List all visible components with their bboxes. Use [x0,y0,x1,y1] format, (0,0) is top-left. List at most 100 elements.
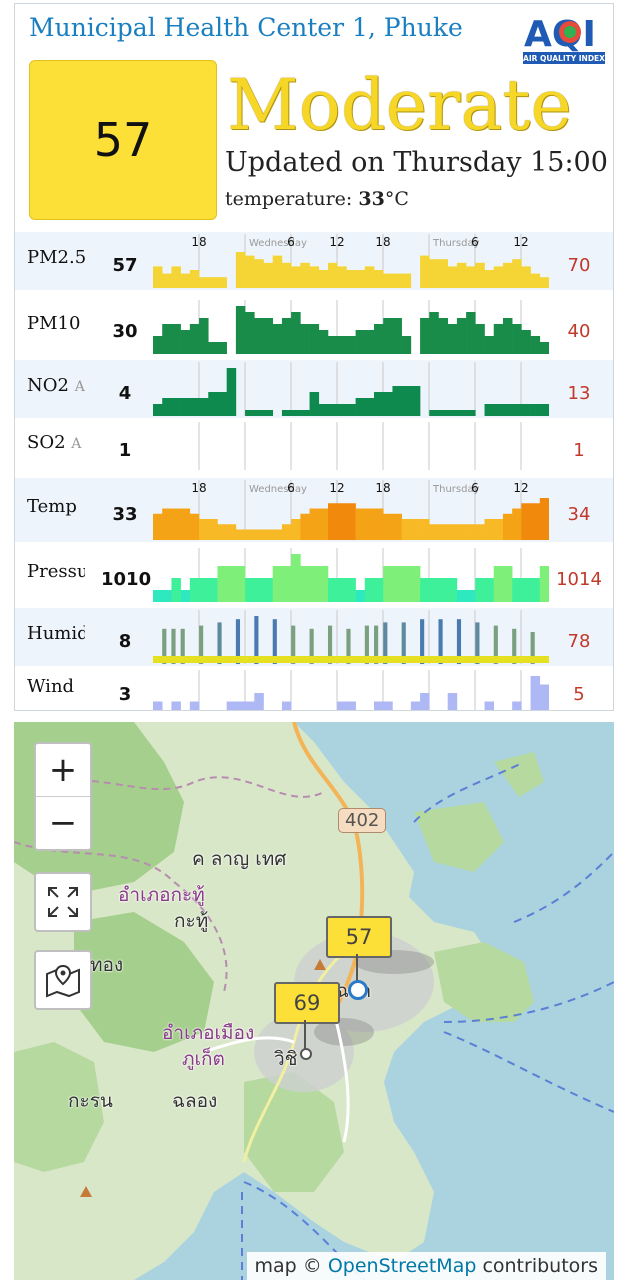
sparkline-bar [309,392,320,416]
sparkline-bar [502,262,513,288]
sparkline-bar [263,529,274,540]
sparkline-chart[interactable] [153,548,549,602]
sparkline-bar [199,277,209,288]
locate-map-button[interactable] [34,950,92,1010]
sparkline-bar [309,628,314,664]
map-tiles[interactable] [14,722,614,1280]
zoom-out-button[interactable]: − [48,803,78,843]
sparkline-bar [374,701,384,710]
sparkline-bar [171,628,176,664]
sparkline-bar [401,622,406,664]
station-marker-69[interactable]: 69 [274,982,340,1024]
map[interactable]: + − ค ลาญ เทศ อำเภอกะทู้ กะทู้ ทอง อำเภอ… [14,722,614,1280]
sparkline-bar [309,324,320,354]
sparkline-bar [438,259,448,288]
sparkline-bar [291,554,301,602]
row-label-text: Temp [27,496,77,517]
sparkline-bar [539,342,549,354]
sparkline-bar [392,273,402,288]
sparkline-bar [438,318,448,354]
row-pm25[interactable]: PM2.5 57 70 18 Wednesday 6 12 18 Thursday 6 12 [15,232,613,290]
row-wind[interactable]: Wind 3 5 [15,668,613,710]
sparkline-bar [254,529,264,540]
sparkline-bar [272,566,283,602]
row-label: Pressure [27,561,85,582]
sparkline-bar [355,270,366,288]
sparkline-bar [189,578,200,602]
aqi-logo-subtext: AIR QUALITY INDEX [523,54,605,63]
sparkline-bar [456,318,467,354]
map-label-thong: ทอง [90,954,124,976]
sparkline-bar [337,266,347,288]
row-temp[interactable]: Temp 33 34 18 Wednesday 6 12 18 Thursday 6 12 [15,478,613,542]
sparkline-bar [217,524,227,540]
sparkline-bar [539,404,549,416]
zoom-in-button[interactable]: + [36,744,90,797]
row-label: SO2 A [27,432,85,453]
sparkline-bar [254,578,264,602]
sparkline-chart[interactable] [153,300,549,354]
sparkline-bar [254,693,264,710]
sparkline-bar [180,628,185,664]
row-no2[interactable]: NO2 A 4 13 [15,360,613,418]
current-value: 1010 [101,569,152,590]
sparkline-bar [189,324,200,354]
aqi-value-box: 57 [29,60,217,220]
axis-tick-label: 6 [471,481,479,495]
sparkline-bar [217,342,227,354]
row-pm10[interactable]: PM10 30 40 [15,298,613,356]
map-label-kathu: กะทู้ [174,910,209,932]
fullscreen-button[interactable] [34,872,92,932]
openstreetmap-link[interactable]: OpenStreetMap [327,1255,477,1277]
sparkline-chart[interactable] [153,422,549,470]
sparkline-bar [447,578,458,602]
sparkline-bar [466,524,476,540]
zoom-control: + − [34,742,92,851]
sparkline-bar [401,386,412,416]
sparkline-bar [521,578,531,602]
sparkline-bar [530,676,541,710]
aqi-logo[interactable]: AQI AIR QUALITY INDEX [520,10,608,66]
sparkline-bar [171,324,181,354]
sparkline-bar [502,566,513,602]
sparkline-bar [438,410,448,416]
sparkline-bar [318,404,329,416]
axis-tick-label: 18 [191,235,206,249]
row-label: PM2.5 [27,247,85,268]
sparkline-chart[interactable] [153,362,549,416]
sparkline-bar [208,578,218,602]
row-pressure[interactable]: Pressure 1010 1014 [15,546,613,604]
sparkline-chart[interactable] [153,610,549,664]
attribution-suffix: contributors [476,1255,598,1277]
row-humidity[interactable]: Humidity 8 78 [15,608,613,666]
sparkline-bar [291,312,301,354]
sparkline-bar [281,410,292,416]
max-value: 5 [573,684,585,705]
sparkline-bar [475,262,485,288]
axis-tick-label: 12 [513,481,528,495]
station-pin[interactable] [300,1048,312,1060]
axis-tick-label: 6 [471,235,479,249]
sparkline-bar [493,266,504,288]
row-so2[interactable]: SO2 A 1 1 [15,420,613,472]
sparkline-bar [410,566,421,602]
sparkline-bar [392,566,402,602]
station-name[interactable]: Municipal Health Center 1, Phuke [29,13,463,42]
sparkline-bar [337,503,347,540]
sparkline-bar [189,270,200,288]
sparkline-bar [502,404,513,416]
station-marker-57[interactable]: 57 [326,916,392,958]
marker-value: 69 [293,991,321,1015]
sparkline-bar [374,508,384,540]
sparkline-bar [208,392,218,416]
current-value: 57 [112,255,138,276]
sparkline-bar [502,513,513,540]
current-station-pin[interactable] [348,980,368,1000]
sparkline-chart[interactable] [153,670,549,710]
sparkline-bar [484,701,495,710]
row-label: Wind [27,676,85,697]
sparkline-bar [171,508,181,540]
sparkline-bar [374,392,384,416]
